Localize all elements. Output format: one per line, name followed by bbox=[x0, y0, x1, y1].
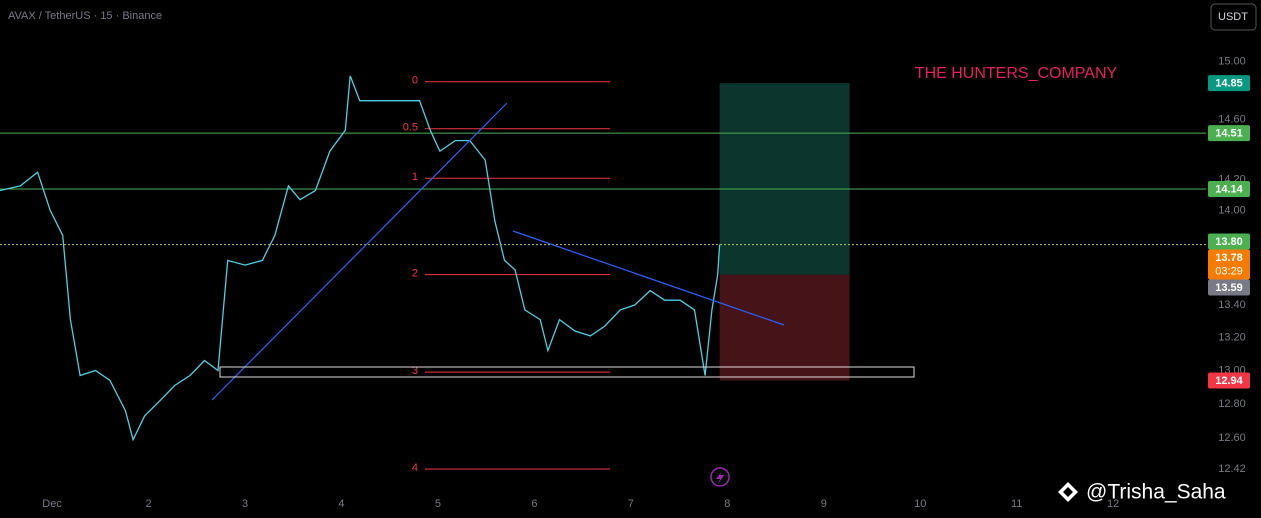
trend-line bbox=[211, 102, 508, 401]
annotation: THE HUNTERS_COMPANY bbox=[915, 65, 1118, 82]
y-tick-label: 15.00 bbox=[1218, 55, 1246, 67]
price-tag bbox=[1208, 249, 1250, 280]
y-tick-label: 14.60 bbox=[1218, 114, 1246, 126]
price-tag-label: 12.94 bbox=[1215, 375, 1243, 387]
alert-icon[interactable] bbox=[710, 467, 730, 487]
price-tag-label: 14.51 bbox=[1215, 128, 1243, 140]
y-tick-label: 12.42 bbox=[1218, 463, 1246, 475]
watermark: @Trisha_Saha bbox=[1086, 481, 1226, 504]
fib-label: 2 bbox=[412, 268, 418, 280]
trend-line bbox=[512, 230, 785, 326]
price-line bbox=[0, 75, 721, 442]
x-tick-label: 8 bbox=[724, 498, 730, 510]
x-tick-label: 9 bbox=[821, 498, 827, 510]
x-tick-label: 10 bbox=[914, 498, 926, 510]
price-tag-label: 14.85 bbox=[1215, 78, 1243, 90]
currency-label: USDT bbox=[1218, 11, 1248, 23]
x-tick-label: 11 bbox=[1011, 498, 1022, 510]
price-tag bbox=[1208, 75, 1250, 92]
fib-label: 0.5 bbox=[403, 122, 418, 134]
price-tag bbox=[1208, 233, 1250, 250]
price-tag-label: 14.14 bbox=[1215, 183, 1243, 195]
fib-label: 4 bbox=[412, 462, 418, 474]
fib-label: 3 bbox=[412, 365, 418, 377]
y-tick-label: 12.60 bbox=[1218, 432, 1246, 444]
x-tick-label: 6 bbox=[531, 498, 537, 510]
target-zone bbox=[719, 83, 850, 275]
fib-label: 1 bbox=[412, 171, 418, 183]
x-tick-label: 4 bbox=[338, 498, 344, 510]
y-tick-label: 13.20 bbox=[1218, 331, 1246, 343]
x-tick-label: 5 bbox=[435, 498, 441, 510]
y-tick-label: 12.80 bbox=[1218, 398, 1246, 410]
price-tag-label: 13.59 bbox=[1215, 282, 1243, 294]
countdown: 03:29 bbox=[1215, 265, 1243, 277]
symbol-title: AVAX / TetherUS · 15 · Binance bbox=[8, 10, 162, 22]
stop-zone bbox=[719, 274, 850, 381]
price-tag-label: 13.78 bbox=[1215, 252, 1243, 264]
y-tick-label: 14.00 bbox=[1218, 204, 1246, 216]
currency-button[interactable] bbox=[1210, 3, 1257, 31]
x-tick-label: 7 bbox=[628, 498, 634, 510]
price-tag-label: 13.80 bbox=[1215, 236, 1243, 248]
price-tag bbox=[1208, 279, 1250, 296]
price-tag bbox=[1208, 372, 1250, 389]
x-tick-label: Dec bbox=[42, 498, 62, 510]
x-tick-label: 12 bbox=[1107, 498, 1119, 510]
price-tag bbox=[1208, 180, 1250, 197]
y-tick-label: 13.40 bbox=[1218, 299, 1246, 311]
alert-bolt bbox=[716, 471, 724, 484]
fib-label: 0 bbox=[412, 75, 418, 87]
support-zone bbox=[219, 366, 915, 378]
x-tick-label: 2 bbox=[145, 498, 151, 510]
price-tag bbox=[1208, 125, 1250, 142]
watermark-logo bbox=[1058, 482, 1078, 502]
x-tick-label: 3 bbox=[242, 498, 248, 510]
plot-layer: 15.0014.6014.2014.0013.4013.2013.0012.80… bbox=[0, 55, 1246, 510]
